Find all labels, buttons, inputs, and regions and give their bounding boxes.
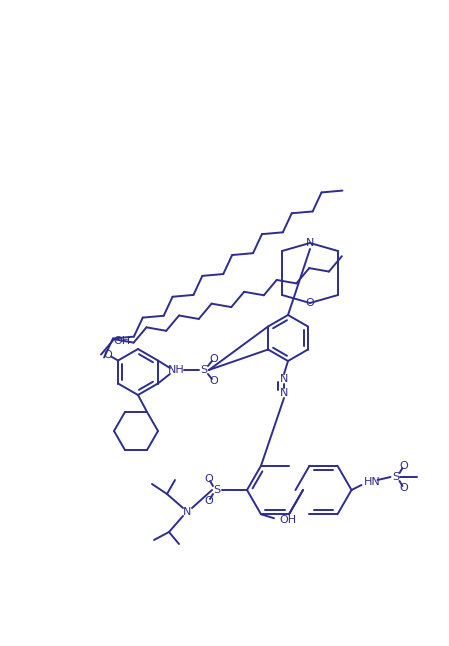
Text: O: O <box>210 376 218 386</box>
Text: O: O <box>205 496 213 506</box>
Text: O: O <box>104 351 112 360</box>
Text: N: N <box>183 507 191 517</box>
Text: O: O <box>210 354 218 364</box>
Text: O: O <box>306 298 314 308</box>
Text: O: O <box>399 461 408 471</box>
Text: S: S <box>200 365 207 375</box>
Text: OH: OH <box>114 336 131 346</box>
Text: HN: HN <box>364 477 380 487</box>
Text: S: S <box>392 472 399 482</box>
Text: O: O <box>399 483 408 493</box>
Text: N: N <box>306 238 314 248</box>
Text: OH: OH <box>279 516 296 525</box>
Text: N: N <box>280 388 288 398</box>
Text: N: N <box>280 374 288 384</box>
Text: S: S <box>213 485 220 495</box>
Text: NH: NH <box>167 365 184 375</box>
Text: O: O <box>205 474 213 484</box>
